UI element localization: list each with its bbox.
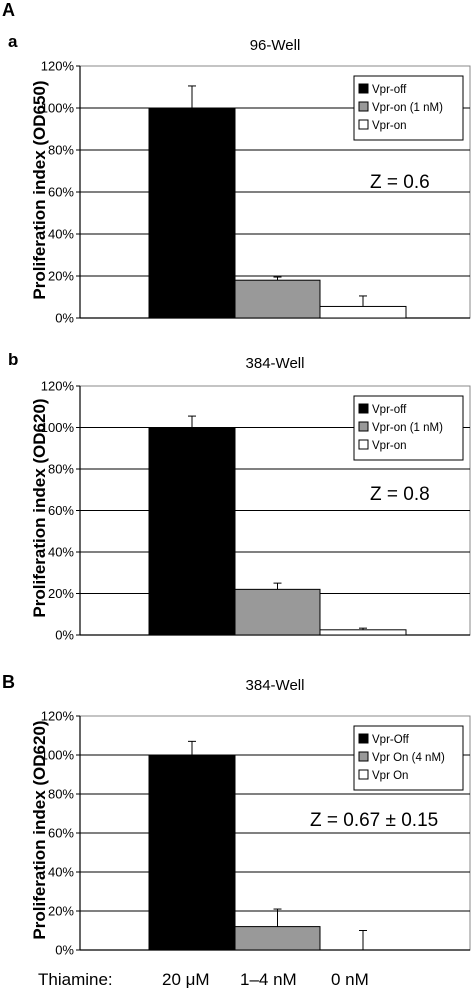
legend-label-2: Vpr-on (1 nM) — [372, 422, 443, 434]
z-factor-annotation: Z = 0.8 — [370, 484, 430, 505]
bar-1 — [148, 427, 236, 636]
bar-2 — [234, 279, 321, 319]
panel-label-a-main: A — [2, 0, 15, 20]
y-tick-label: 20% — [48, 904, 74, 919]
legend-swatch-2 — [358, 101, 369, 112]
legend-swatch-1 — [358, 403, 369, 414]
subpanel-letter-a: a — [8, 32, 18, 51]
z-factor-annotation: Z = 0.67 ± 0.15 — [310, 810, 438, 831]
legend-swatch-3 — [358, 769, 369, 780]
legend-label-1: Vpr-Off — [372, 734, 410, 746]
bar-1 — [148, 754, 236, 951]
y-tick-label: 20% — [48, 586, 74, 601]
y-tick-label: 40% — [48, 545, 74, 560]
legend-label-1: Vpr-off — [372, 84, 407, 96]
y-tick-label: 120% — [41, 379, 75, 394]
y-tick-label: 80% — [48, 787, 74, 802]
y-tick-label: 80% — [48, 143, 74, 158]
category-label-20uM: 20 μM — [162, 970, 210, 989]
legend-label-3: Vpr On — [372, 770, 408, 782]
y-tick-label: 0% — [55, 628, 74, 643]
y-tick-label: 0% — [55, 943, 74, 958]
legend-label-3: Vpr-on — [372, 120, 407, 132]
legend-label-3: Vpr-on — [372, 440, 407, 452]
panel-label-b-main: B — [2, 672, 15, 692]
thiamine-label: Thiamine: — [38, 970, 113, 989]
bar-2 — [234, 588, 321, 636]
chart-title-B: 384-Well — [245, 677, 305, 694]
y-tick-label: 0% — [55, 311, 74, 326]
legend-label-2: Vpr On (4 nM) — [372, 752, 445, 764]
legend-box — [353, 395, 464, 461]
legend-swatch-2 — [358, 751, 369, 762]
subpanel-letter-b: b — [8, 350, 19, 369]
legend-box — [353, 725, 464, 791]
chart-title-b: 384-Well — [245, 355, 305, 372]
y-tick-label: 120% — [41, 59, 75, 74]
legend-swatch-1 — [358, 733, 369, 744]
legend-box — [353, 75, 464, 141]
legend-label-1: Vpr-off — [372, 404, 407, 416]
category-label-0nM: 0 nM — [331, 970, 369, 989]
bar-2 — [234, 926, 321, 951]
z-factor-annotation: Z = 0.6 — [370, 172, 430, 193]
y-tick-label: 60% — [48, 503, 74, 518]
bar-1 — [148, 107, 236, 319]
legend-label-2: Vpr-on (1 nM) — [372, 102, 443, 114]
y-tick-label: 80% — [48, 462, 74, 477]
category-label-1-4nM: 1–4 nM — [240, 970, 297, 989]
legend-swatch-1 — [358, 83, 369, 94]
y-tick-label: 100% — [41, 748, 75, 763]
y-tick-label: 60% — [48, 185, 74, 200]
legend-swatch-3 — [358, 119, 369, 130]
y-tick-label: 20% — [48, 269, 74, 284]
y-tick-label: 120% — [41, 709, 75, 724]
y-tick-label: 60% — [48, 826, 74, 841]
y-tick-label: 100% — [41, 101, 75, 116]
legend-swatch-3 — [358, 439, 369, 450]
y-tick-label: 40% — [48, 227, 74, 242]
y-tick-label: 100% — [41, 420, 75, 435]
legend-swatch-2 — [358, 421, 369, 432]
chart-title-a: 96-Well — [249, 37, 301, 54]
y-tick-label: 40% — [48, 865, 74, 880]
